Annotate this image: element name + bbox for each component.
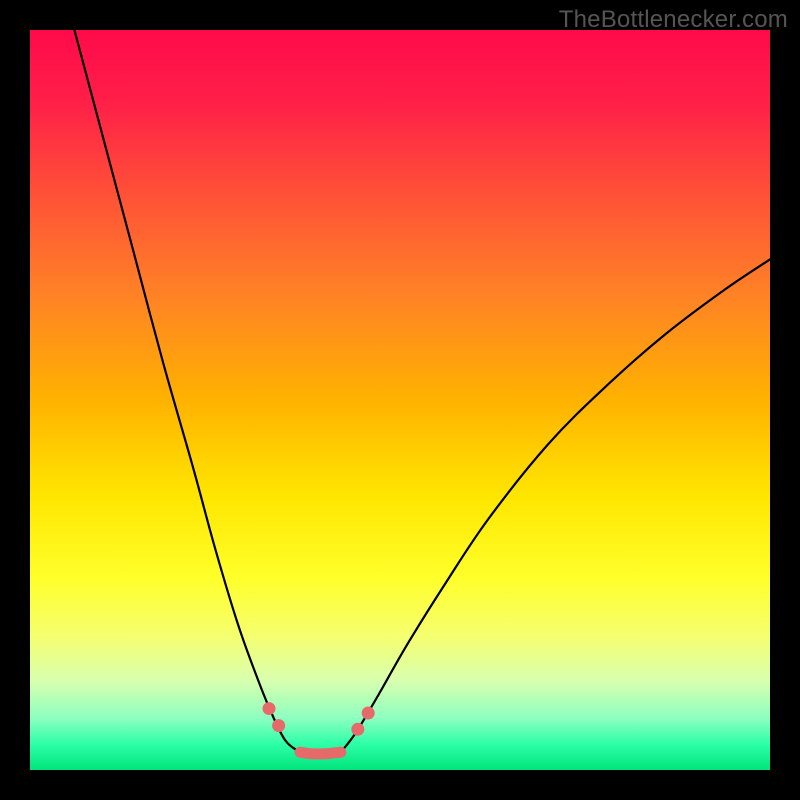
chart-svg <box>0 0 800 800</box>
marker-dot <box>272 719 285 732</box>
valley-bridge <box>300 752 341 754</box>
chart-stage: TheBottlenecker.com <box>0 0 800 800</box>
marker-dot <box>351 723 364 736</box>
marker-dot <box>263 702 276 715</box>
marker-dot <box>362 707 375 720</box>
watermark-text: TheBottlenecker.com <box>559 6 788 34</box>
